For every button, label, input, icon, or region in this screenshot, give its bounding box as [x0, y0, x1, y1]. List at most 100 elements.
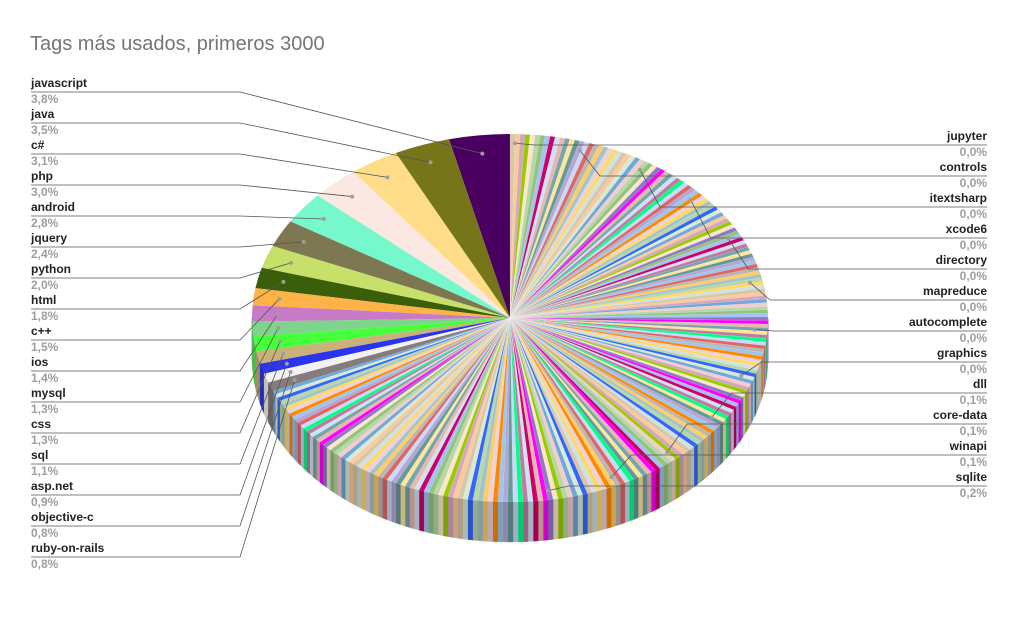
value-java: 3,5%	[31, 123, 59, 137]
pie-slice-tail-51	[509, 175, 678, 319]
pie-slice-tail-160	[509, 317, 593, 494]
dot-sql	[281, 351, 286, 356]
pie-slice-tail-27	[509, 138, 571, 319]
leader-ruby-on-rails	[31, 379, 296, 558]
pie-side-tail-139	[679, 454, 684, 498]
pie-slice-tail-59	[509, 195, 706, 319]
pie-side-tail-142	[667, 461, 672, 505]
pie-slice-tail-153	[509, 317, 626, 485]
pie-side-tail-198	[400, 484, 406, 527]
pie-slice-tail-44	[509, 160, 649, 319]
leader-javascript	[31, 91, 483, 154]
pie-slice-tail-217	[322, 317, 511, 448]
dot-core-data	[665, 450, 670, 455]
pie-slice-tail-146	[509, 317, 656, 473]
pie-side-tail-222	[306, 430, 310, 475]
pie-slice-tail-30	[509, 140, 585, 319]
pie-side-tail-132	[704, 435, 708, 480]
pie-side-tail-171	[532, 500, 539, 542]
leader-mysql	[31, 327, 279, 403]
pie-slice-tail-205	[369, 317, 511, 475]
pie-slice-tail-79	[509, 256, 756, 319]
pie-side-tail-189	[442, 495, 449, 537]
pie-slice-tail-117	[509, 317, 748, 394]
pie-slice-tail-99	[509, 317, 768, 332]
dot-php	[350, 194, 355, 199]
pie-slice-tail-177	[502, 317, 511, 503]
label-c#: c#	[31, 138, 45, 152]
leader-sqlite	[548, 485, 987, 492]
pie-slice-tail-18	[509, 133, 526, 319]
leader-dll	[711, 392, 987, 418]
value-winapi: 0,1%	[960, 455, 988, 469]
pie-slice-tail-100	[509, 317, 768, 336]
label-itextsharp: itextsharp	[930, 191, 987, 205]
label-dll: dll	[973, 377, 987, 391]
dot-asp.net	[284, 361, 289, 366]
dot-winapi	[609, 475, 614, 480]
value-xcode6: 0,0%	[960, 238, 988, 252]
pie-side-tail-155	[610, 485, 616, 528]
pie-slice-tail-198	[400, 317, 511, 487]
leader-c++	[31, 298, 280, 341]
pie-side-tail-204	[373, 473, 379, 517]
value-python: 2,0%	[31, 278, 59, 292]
pie-side-tail-203	[377, 475, 383, 519]
pie-side-tail-207	[361, 468, 366, 511]
pie-side-tail-120	[738, 399, 741, 445]
dot-mapreduce	[748, 280, 753, 285]
pie-slice-tail-127	[509, 317, 724, 426]
pie-slice-tail-175	[509, 317, 519, 503]
label-android: android	[31, 200, 75, 214]
pie-slice-tail-61	[509, 200, 713, 319]
value-mapreduce: 0,0%	[960, 300, 988, 314]
pie-slice-tail-188	[447, 317, 511, 498]
value-android: 2,8%	[31, 216, 59, 230]
pie-side-tail-115	[748, 383, 752, 428]
pie-side-tail-178	[497, 501, 504, 543]
pie-slice-tail-183	[472, 317, 511, 501]
pie-slice-tail-189	[442, 317, 511, 497]
pie-slice-tail-53	[509, 179, 685, 319]
pie-side-tail-169	[542, 499, 549, 541]
pie-slice-tail-179	[492, 317, 511, 502]
pie-side-tail-118	[742, 393, 746, 438]
leader-java	[31, 122, 431, 163]
pie-slice-tail-118	[509, 317, 746, 398]
pie-side-tail-140	[675, 456, 680, 500]
pie-slice-tail-190	[437, 317, 511, 496]
pie-slice-tail-223	[303, 317, 511, 432]
pie-slice-tail-35	[509, 146, 609, 319]
pie-slice-tail-70	[509, 227, 738, 319]
pie-slice-tail-71	[509, 230, 740, 319]
pie-slice-tail-40	[509, 153, 632, 319]
dot-python	[289, 260, 294, 265]
pie-side-tail-223	[303, 427, 307, 472]
leader-jquery	[31, 241, 304, 248]
dot-directory	[726, 236, 731, 241]
leader-graphics	[741, 361, 987, 376]
pie-slice-tail-101	[509, 317, 768, 339]
pie-slice-tail-184	[467, 317, 511, 501]
pie-slice-tail-23	[509, 135, 551, 319]
pie-slice-tail-185	[462, 317, 511, 500]
pie-slice-tail-19	[509, 134, 531, 319]
pie-side-tail-112	[754, 373, 757, 418]
pie-slice-tail-113	[509, 317, 755, 381]
pie-side-tail-126	[722, 418, 726, 463]
pie-slice-tail-152	[509, 317, 630, 483]
chart-title: Tags más usados, primeros 3000	[30, 33, 325, 55]
label-java: java	[30, 107, 55, 121]
label-graphics: graphics	[937, 346, 987, 360]
pie-side-tail-182	[477, 500, 483, 542]
pie-side-tail-225	[297, 422, 301, 466]
pie-slice-tail-16	[509, 133, 516, 319]
pie-slice-mysql	[252, 318, 510, 337]
pie-slice-tail-85	[509, 277, 763, 319]
pie-slice-tail-192	[428, 317, 511, 494]
pie-slice-ruby-on-rails	[268, 318, 510, 392]
pie-side-tail-209	[352, 463, 358, 507]
pie-slice-tail-165	[509, 317, 569, 499]
pie-slice-tail-169	[509, 317, 549, 501]
pie-slice-tail-67	[509, 218, 730, 319]
